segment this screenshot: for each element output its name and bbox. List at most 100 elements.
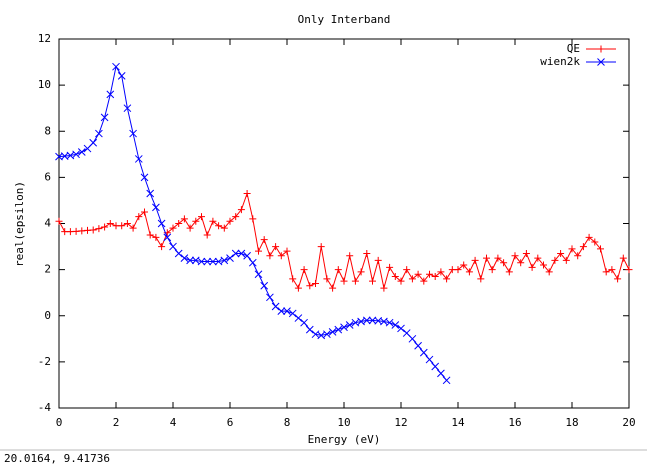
point-marker <box>117 72 126 80</box>
point-marker <box>129 224 137 232</box>
point-marker <box>106 220 114 227</box>
point-marker <box>215 222 223 230</box>
point-marker <box>266 252 274 260</box>
point-marker <box>625 266 633 274</box>
point-marker <box>157 219 166 228</box>
point-marker <box>391 273 399 281</box>
point-marker <box>460 261 468 269</box>
point-marker <box>134 155 143 163</box>
point-marker <box>431 273 439 281</box>
point-marker <box>397 324 405 333</box>
y-tick-label: 10 <box>38 78 51 91</box>
point-marker <box>420 277 428 285</box>
point-marker <box>277 252 285 260</box>
x-tick-label: 0 <box>56 416 63 429</box>
point-marker <box>471 256 479 264</box>
point-marker <box>255 247 262 255</box>
point-marker <box>323 275 331 283</box>
point-marker <box>443 275 451 283</box>
point-marker <box>140 173 149 182</box>
point-marker <box>180 215 188 223</box>
point-marker <box>106 90 115 99</box>
point-marker <box>340 323 348 332</box>
point-marker <box>186 256 194 265</box>
point-marker <box>249 215 257 223</box>
point-marker <box>95 129 103 138</box>
point-marker <box>602 268 610 276</box>
point-marker <box>334 266 342 274</box>
point-marker <box>231 249 240 258</box>
point-marker <box>203 257 212 266</box>
x-tick-label: 8 <box>284 416 291 429</box>
point-marker <box>141 208 148 216</box>
point-marker <box>260 281 269 290</box>
point-marker <box>328 328 337 336</box>
point-marker <box>500 259 508 267</box>
point-marker <box>386 263 394 271</box>
legend-label: QE <box>567 42 580 55</box>
point-marker <box>260 236 268 244</box>
point-marker <box>351 277 359 285</box>
chart-title: Only Interband <box>298 13 391 26</box>
point-marker <box>169 242 177 251</box>
point-marker <box>511 252 519 260</box>
point-marker <box>528 263 536 271</box>
y-tick-label: 6 <box>44 170 51 183</box>
point-marker <box>89 226 97 234</box>
x-tick-label: 18 <box>565 416 578 429</box>
point-marker <box>551 256 559 264</box>
point-marker <box>597 58 605 66</box>
point-marker <box>118 222 126 230</box>
point-marker <box>414 270 422 278</box>
x-tick-label: 14 <box>451 416 465 429</box>
point-marker <box>323 330 331 339</box>
point-marker <box>574 252 582 260</box>
x-tick-label: 12 <box>394 416 407 429</box>
point-marker <box>226 217 234 225</box>
point-marker <box>101 223 109 231</box>
status-text: 20.0164, 9.41736 <box>4 452 110 465</box>
point-marker <box>289 275 297 283</box>
point-marker <box>380 284 388 292</box>
point-marker <box>426 270 433 278</box>
point-marker <box>186 224 194 232</box>
point-marker <box>237 206 245 214</box>
x-tick-label: 10 <box>337 416 350 429</box>
point-marker <box>112 62 120 71</box>
point-marker <box>220 256 229 265</box>
point-marker <box>306 282 314 290</box>
point-marker <box>175 220 183 227</box>
point-marker <box>198 213 205 221</box>
point-marker <box>357 268 365 276</box>
point-marker <box>419 348 428 357</box>
point-marker <box>174 249 183 258</box>
point-marker <box>55 217 63 225</box>
point-marker <box>425 355 434 364</box>
point-marker <box>614 275 622 283</box>
point-marker <box>505 268 513 276</box>
point-marker <box>152 203 160 212</box>
y-tick-label: 2 <box>44 263 51 276</box>
point-marker <box>277 307 286 315</box>
point-marker <box>557 249 565 257</box>
point-marker <box>248 258 257 267</box>
point-marker <box>317 243 325 251</box>
point-marker <box>362 316 371 325</box>
point-marker <box>340 277 348 285</box>
y-tick-label: 12 <box>38 32 51 45</box>
point-marker <box>534 254 542 262</box>
point-marker <box>522 249 530 257</box>
point-marker <box>334 325 343 334</box>
point-marker <box>374 256 382 264</box>
point-marker <box>579 243 587 251</box>
point-marker <box>346 252 354 260</box>
point-marker <box>408 275 416 283</box>
point-marker <box>369 277 376 285</box>
point-marker <box>437 369 445 378</box>
point-marker <box>597 245 604 253</box>
point-marker <box>77 148 86 156</box>
x-tick-label: 16 <box>508 416 521 429</box>
point-marker <box>226 254 234 262</box>
point-marker <box>243 251 251 260</box>
